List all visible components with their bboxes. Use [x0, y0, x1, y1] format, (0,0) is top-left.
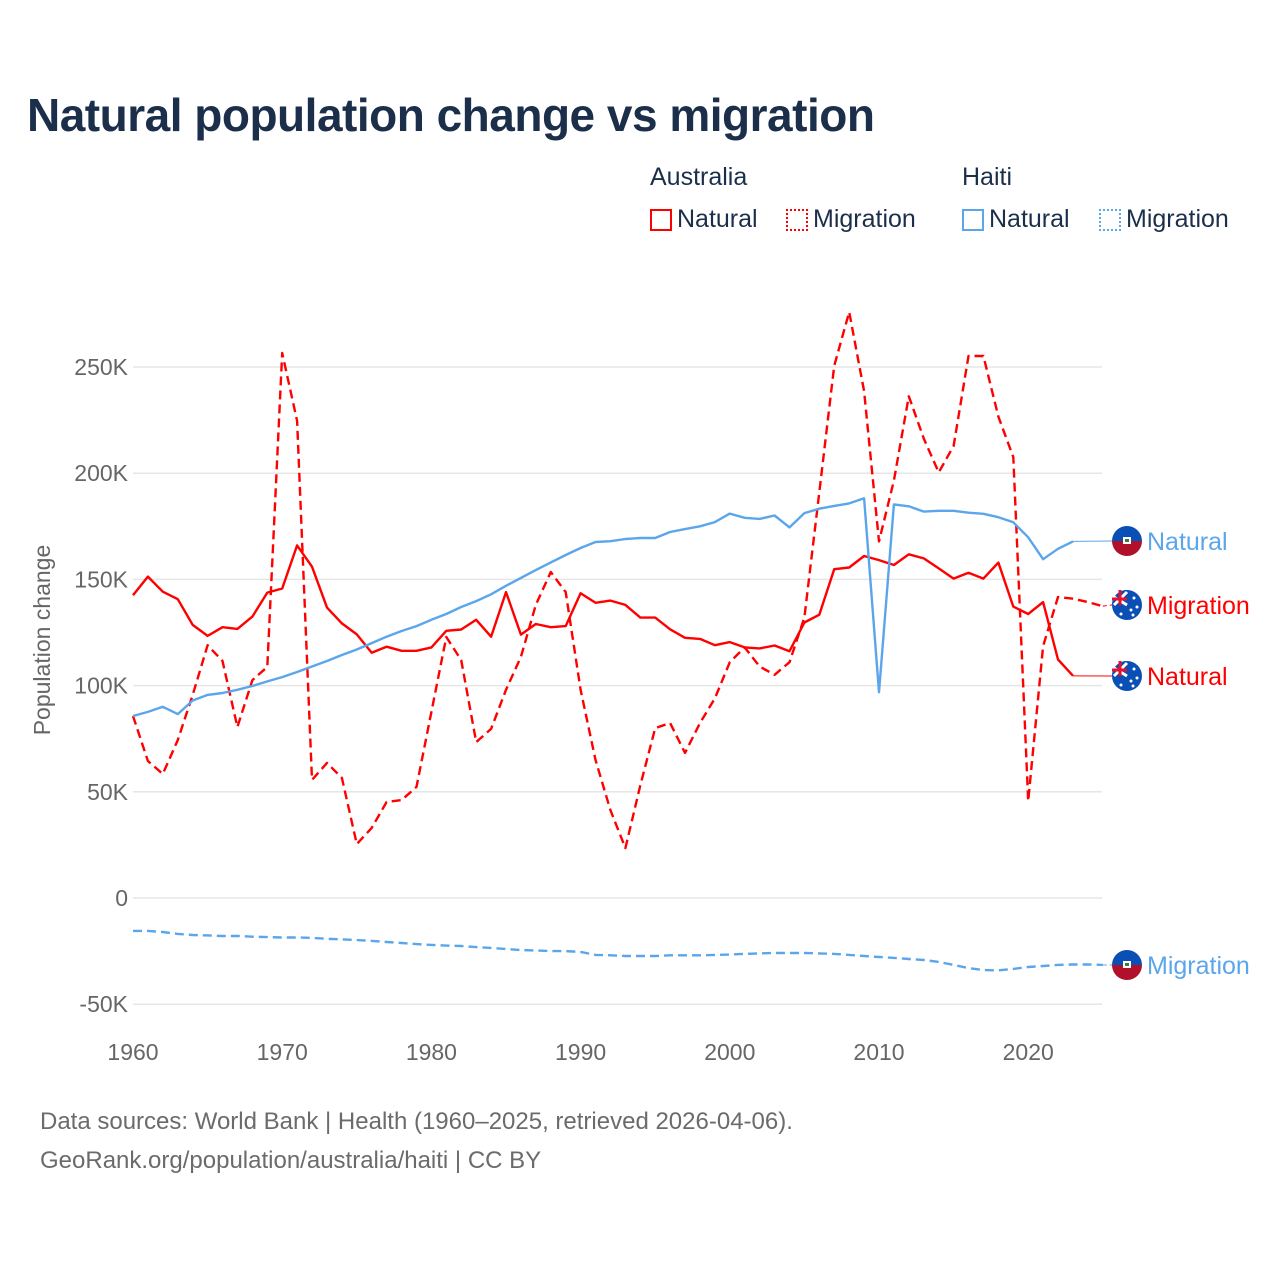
footer-sources: Data sources: World Bank | Health (1960–…: [40, 1108, 793, 1135]
x-tick-label: 1960: [107, 1039, 158, 1065]
x-tick-label: 2000: [704, 1039, 755, 1065]
legend-item-australia-natural[interactable]: Natural: [650, 205, 758, 234]
chart-title: Natural population change vs migration: [27, 89, 875, 141]
y-tick-label: 50K: [87, 779, 129, 805]
y-tick-label: 250K: [74, 354, 128, 380]
australia-flag-icon: [1112, 590, 1142, 620]
series-line-haiti-natural[interactable]: [132, 497, 1074, 718]
legend-item-australia-migration[interactable]: Migration: [786, 205, 916, 234]
label-connector: [1102, 604, 1113, 607]
x-tick-label: 1990: [555, 1039, 606, 1065]
solid-swatch-icon: [962, 208, 984, 231]
y-tick-label: 100K: [74, 673, 128, 699]
legend-group-haiti: Haiti: [962, 163, 1013, 191]
x-tick-label: 1970: [257, 1039, 308, 1065]
end-label-haiti-migration: Migration: [1147, 952, 1250, 980]
series-line-australia-migration[interactable]: [131, 310, 1104, 850]
x-tick-label: 2010: [853, 1039, 904, 1065]
dotted-swatch-icon: [1099, 208, 1121, 231]
solid-swatch-icon: [650, 208, 672, 231]
end-label-australia-migration: Migration: [1147, 592, 1250, 620]
x-tick-label: 1980: [406, 1039, 457, 1065]
legend-item-haiti-migration[interactable]: Migration: [1099, 205, 1229, 234]
end-label-haiti-natural: Natural: [1147, 528, 1228, 556]
dotted-swatch-icon: [786, 208, 808, 231]
end-label-australia-natural: Natural: [1147, 663, 1228, 691]
haiti-flag-icon: [1112, 950, 1142, 980]
y-tick-label: 200K: [74, 460, 128, 486]
legend-label: Natural: [677, 205, 758, 233]
legend-item-haiti-natural[interactable]: Natural: [962, 205, 1070, 234]
series-line-australia-natural[interactable]: [132, 544, 1074, 677]
legend-label: Natural: [989, 205, 1070, 233]
australia-flag-icon: [1112, 661, 1142, 691]
y-tick-label: 0: [115, 885, 128, 911]
legend-group-australia: Australia: [650, 163, 748, 191]
y-axis-label: Population change: [29, 545, 55, 736]
legend-label: Migration: [1126, 205, 1229, 233]
series-line-haiti-migration[interactable]: [133, 929, 1103, 972]
y-tick-label: 150K: [74, 566, 128, 592]
y-tick-label: -50K: [79, 991, 128, 1017]
x-tick-label: 2020: [1003, 1039, 1054, 1065]
footer-attribution: GeoRank.org/population/australia/haiti |…: [40, 1147, 542, 1174]
haiti-flag-icon: [1112, 526, 1142, 556]
legend-label: Migration: [813, 205, 916, 233]
